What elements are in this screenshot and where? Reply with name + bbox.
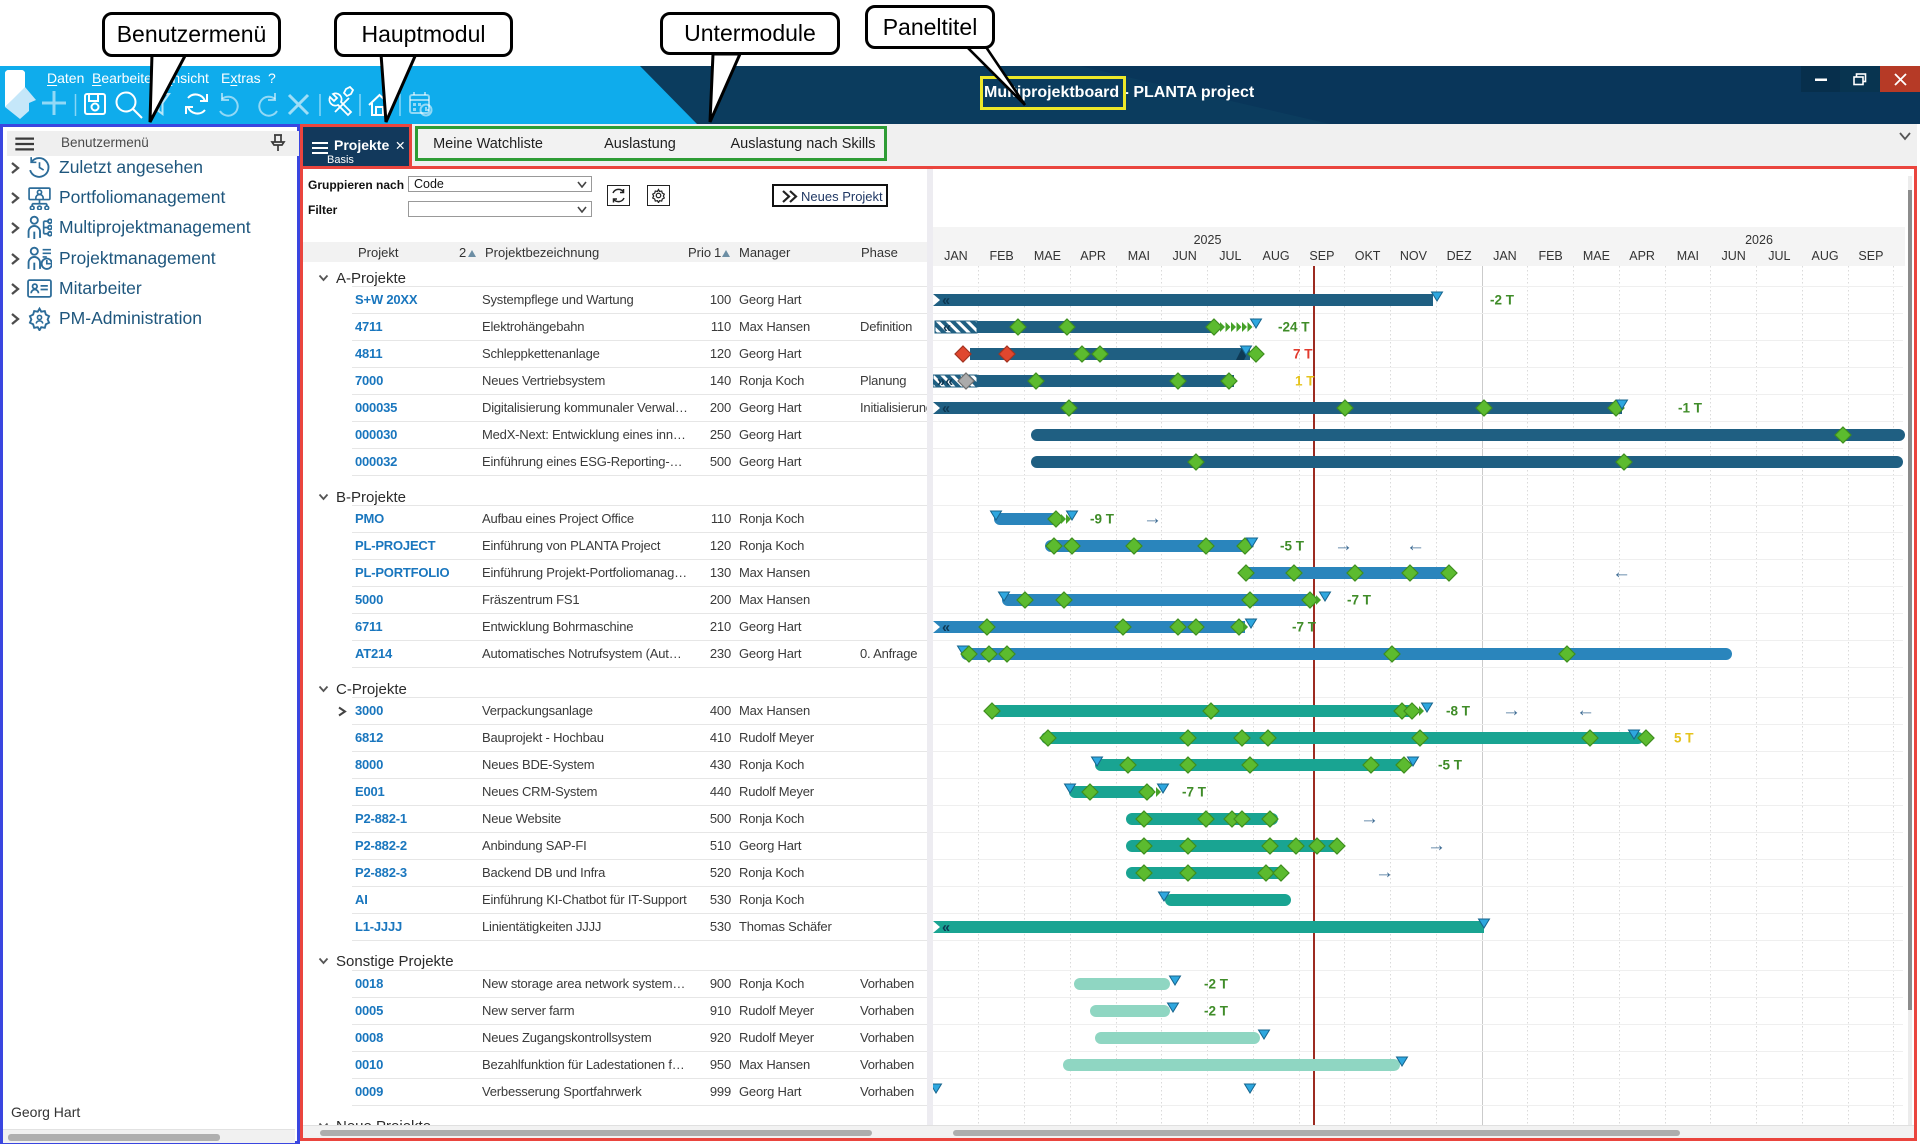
svg-text:APR: APR	[1080, 249, 1106, 263]
svg-text:→: →	[1427, 835, 1446, 856]
svg-text:→: →	[1502, 700, 1521, 721]
svg-text:SEP: SEP	[1858, 249, 1883, 263]
svg-text:«: «	[942, 920, 950, 936]
svg-text:MAE: MAE	[1034, 249, 1061, 263]
svg-text:-2 T: -2 T	[1490, 293, 1515, 308]
svg-text:1 T: 1 T	[1295, 374, 1315, 389]
svg-text:JUN: JUN	[1721, 249, 1745, 263]
svg-text:SEP: SEP	[1309, 249, 1334, 263]
svg-text:MAI: MAI	[1677, 249, 1699, 263]
svg-text:«: «	[942, 293, 950, 309]
svg-text:-7 T: -7 T	[1347, 593, 1372, 608]
svg-text:→: →	[1375, 862, 1394, 883]
svg-text:OKT: OKT	[1355, 249, 1381, 263]
svg-text:-2 T: -2 T	[1204, 1004, 1229, 1019]
svg-text:MAI: MAI	[1128, 249, 1150, 263]
svg-text:-7 T: -7 T	[1182, 785, 1207, 800]
svg-text:«: «	[942, 620, 950, 636]
svg-text:7 T: 7 T	[1293, 347, 1313, 362]
svg-text:JAN: JAN	[944, 249, 968, 263]
svg-text:2025: 2025	[1194, 233, 1222, 247]
svg-text:-7 T: -7 T	[1292, 620, 1317, 635]
svg-text:→: →	[1360, 808, 1379, 829]
svg-text:→: →	[1334, 535, 1353, 556]
svg-text:JUL: JUL	[1219, 249, 1241, 263]
svg-text:JAN: JAN	[1493, 249, 1517, 263]
svg-text:FEB: FEB	[989, 249, 1013, 263]
svg-text:5 T: 5 T	[1674, 731, 1694, 746]
svg-text:←: ←	[1406, 535, 1425, 556]
svg-text:-8 T: -8 T	[1446, 704, 1471, 719]
svg-text:-2 T: -2 T	[1204, 977, 1229, 992]
svg-text:NOV: NOV	[1400, 249, 1428, 263]
svg-text:DEZ: DEZ	[1447, 249, 1472, 263]
svg-text:2026: 2026	[1745, 233, 1773, 247]
svg-text:←: ←	[1576, 700, 1595, 721]
svg-text:←: ←	[1612, 562, 1631, 583]
svg-text:→: →	[1143, 508, 1162, 529]
svg-text:«: «	[943, 320, 951, 336]
svg-text:«: «	[942, 401, 950, 417]
svg-text:-5 T: -5 T	[1280, 539, 1305, 554]
svg-text:AUG: AUG	[1812, 249, 1839, 263]
svg-text:APR: APR	[1629, 249, 1655, 263]
svg-text:AUG: AUG	[1263, 249, 1290, 263]
svg-text:FEB: FEB	[1538, 249, 1562, 263]
svg-text:-24 T: -24 T	[1278, 320, 1310, 335]
svg-text:JUL: JUL	[1768, 249, 1790, 263]
svg-text:-5 T: -5 T	[1438, 758, 1463, 773]
svg-text:-9 T: -9 T	[1090, 512, 1115, 527]
svg-text:-1 T: -1 T	[1678, 401, 1703, 416]
svg-text:»«: »«	[937, 374, 953, 390]
svg-text:MAE: MAE	[1583, 249, 1610, 263]
svg-text:JUN: JUN	[1172, 249, 1196, 263]
